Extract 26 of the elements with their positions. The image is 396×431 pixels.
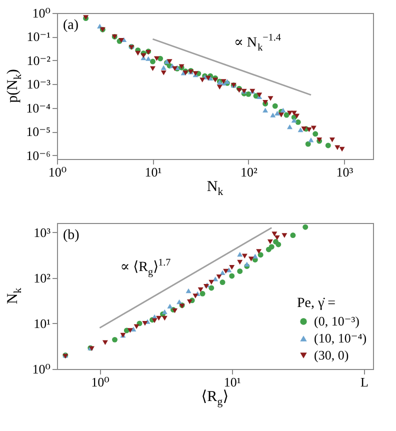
y-tick-label: 10⁰ [32, 6, 50, 20]
x-tick-label: 10³ [336, 164, 354, 180]
y-tick-label: 10³ [34, 224, 51, 240]
y-axis-title: Nk [5, 287, 24, 304]
y-tick-label: 10⁰ [32, 362, 50, 376]
y-tick-label: 10⁻⁶ [26, 148, 50, 163]
legend-label: (10, 10⁻⁴) [314, 330, 367, 346]
y-tick-label: 10⁻³ [26, 76, 51, 92]
legend-label: (30, 0) [314, 348, 349, 362]
x-tick-label: 10² [240, 164, 258, 180]
y-tick-label: 10⁻⁵ [26, 124, 50, 140]
y-axis-title: p(Nk) [5, 69, 24, 103]
annotation: (a) [63, 18, 79, 33]
y-tick-label: 10² [34, 270, 51, 286]
legend-label: (0, 10⁻³) [314, 314, 360, 328]
x-tick-label: 10⁰ [91, 374, 110, 390]
x-tick-label: L [360, 374, 369, 390]
annotation: (b) [63, 228, 80, 243]
y-tick-label: 10⁻¹ [26, 29, 51, 44]
y-tick-label: 10⁻² [26, 52, 51, 68]
legend-title: Pe, γ̇ = [297, 296, 336, 311]
x-tick-label: 10⁰ [48, 164, 67, 180]
x-tick-label: 10¹ [144, 164, 162, 180]
y-tick-label: 10¹ [34, 316, 51, 331]
y-tick-label: 10⁻⁴ [26, 100, 51, 116]
x-tick-label: 10¹ [224, 374, 241, 390]
